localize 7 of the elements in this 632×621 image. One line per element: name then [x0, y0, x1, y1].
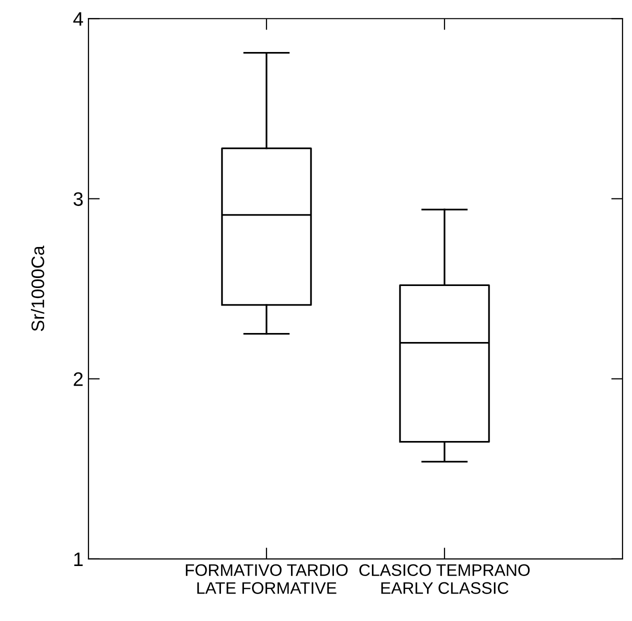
y-tick-label: 3 [74, 192, 83, 206]
x-tick-label: CLASICO TEMPRANO EARLY CLASSIC [359, 564, 530, 594]
x-tick-label: FORMATIVO TARDIO LATE FORMATIVE [186, 564, 348, 594]
y-tick-label: 2 [74, 372, 83, 386]
y-tick-label: 4 [73, 12, 84, 26]
y-tick-label: 1 [74, 552, 83, 566]
y-axis-title: Sr/1000Ca [30, 246, 44, 332]
